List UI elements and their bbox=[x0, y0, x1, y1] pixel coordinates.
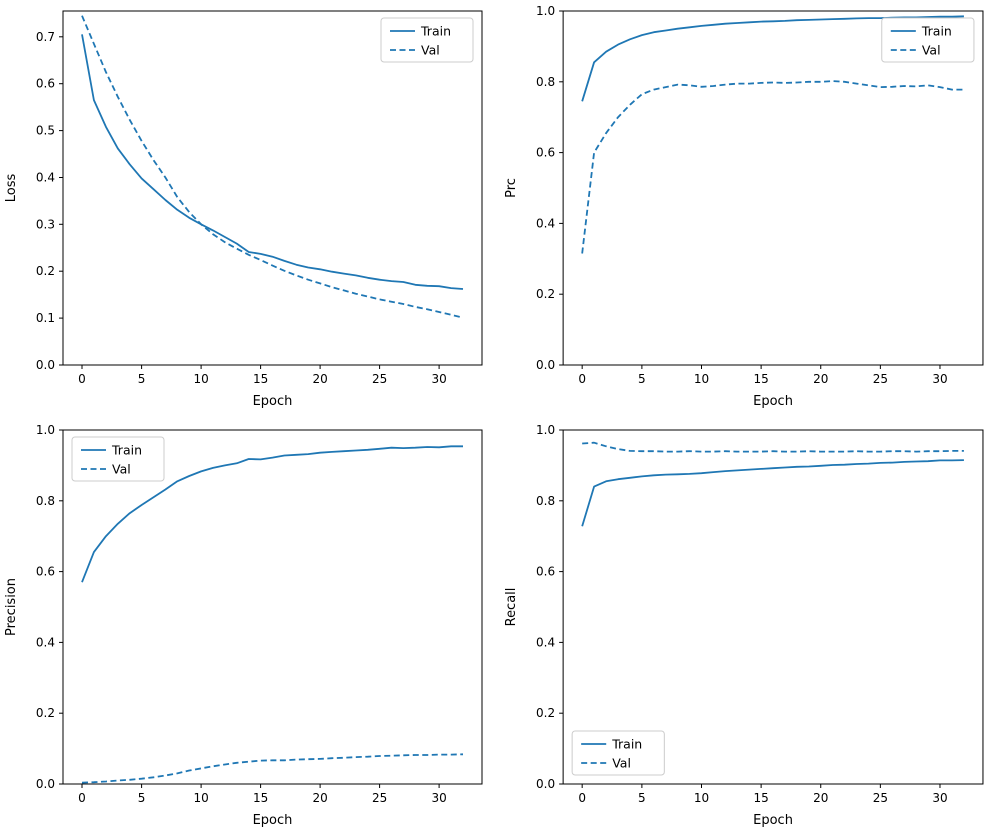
x-tick-label: 10 bbox=[694, 372, 709, 386]
y-tick-label: 1.0 bbox=[536, 4, 555, 18]
val-series-line bbox=[581, 80, 964, 254]
train-series-line bbox=[81, 445, 463, 583]
y-axis-label: Recall bbox=[504, 588, 519, 627]
val-series-line bbox=[81, 753, 464, 784]
x-tick-label: 30 bbox=[932, 372, 947, 386]
precision-subplot: 0 5 10 15 20 25 30 0.0 0.2 0.4 0.6 0.8 1.0 Epoch Preci… bbox=[4, 423, 483, 828]
recall-subplot: 0 5 10 15 20 25 30 0.0 0.2 0.4 0.6 0.8 1.0 Epoch Recal… bbox=[504, 423, 984, 828]
x-tick-label: 25 bbox=[372, 791, 387, 805]
y-tick-label: 0.5 bbox=[36, 124, 55, 138]
y-tick-label: 0.6 bbox=[536, 565, 555, 579]
y-tick-label: 0.8 bbox=[536, 494, 555, 508]
y-tick-label: 0.2 bbox=[536, 287, 555, 301]
axes-frame bbox=[62, 10, 483, 366]
axes-frame bbox=[62, 429, 483, 785]
x-tick-label: 15 bbox=[253, 791, 268, 805]
y-tick-label: 0.4 bbox=[536, 216, 555, 230]
legend-box bbox=[380, 17, 474, 63]
x-tick-label: 30 bbox=[431, 791, 446, 805]
y-tick-label: 0.0 bbox=[36, 777, 55, 791]
y-tick-label: 1.0 bbox=[36, 423, 55, 437]
x-tick-label: 5 bbox=[138, 372, 146, 386]
y-tick-label: 1.0 bbox=[536, 423, 555, 437]
x-tick-label: 20 bbox=[312, 372, 327, 386]
y-tick-label: 0.0 bbox=[536, 777, 555, 791]
x-tick-label: 20 bbox=[813, 372, 828, 386]
loss-subplot: 0 5 10 15 20 25 30 0.0 0.1 0.2 0.3 0.4 0.5 0.6 0.7 Epoc… bbox=[4, 10, 483, 409]
x-tick-label: 25 bbox=[372, 372, 387, 386]
x-tick-label: 0 bbox=[578, 372, 586, 386]
y-tick-label: 0.6 bbox=[36, 77, 55, 91]
x-tick-label: 15 bbox=[753, 791, 768, 805]
x-tick-label: 15 bbox=[253, 372, 268, 386]
legend-val-label: Val bbox=[922, 43, 941, 58]
y-tick-label: 0.8 bbox=[536, 75, 555, 89]
val-series-line bbox=[582, 441, 964, 453]
y-tick-label: 0.2 bbox=[36, 706, 55, 720]
y-tick-label: 0.0 bbox=[536, 358, 555, 372]
x-tick-label: 20 bbox=[312, 791, 327, 805]
x-axis-label: Epoch bbox=[253, 394, 293, 409]
x-tick-label: 5 bbox=[638, 791, 646, 805]
y-tick-label: 0.4 bbox=[36, 635, 55, 649]
y-axis-label: Prc bbox=[504, 178, 519, 198]
y-tick-label: 0.7 bbox=[36, 30, 55, 44]
legend-train-label: Train bbox=[420, 24, 451, 39]
legend-train-label: Train bbox=[611, 737, 642, 752]
val-series-line bbox=[81, 15, 464, 319]
x-tick-label: 10 bbox=[694, 791, 709, 805]
x-axis-label: Epoch bbox=[253, 813, 293, 828]
x-tick-label: 10 bbox=[193, 372, 208, 386]
x-tick-label: 15 bbox=[753, 372, 768, 386]
legend-box bbox=[71, 436, 165, 482]
prc-subplot: 0 5 10 15 20 25 30 0.0 0.2 0.4 0.6 0.8 1.0 Epoch Prc Tr… bbox=[504, 4, 984, 409]
x-tick-label: 25 bbox=[873, 791, 888, 805]
legend-box bbox=[571, 730, 665, 776]
x-axis-label: Epoch bbox=[753, 394, 793, 409]
y-tick-label: 0.8 bbox=[36, 494, 55, 508]
y-tick-label: 0.2 bbox=[536, 706, 555, 720]
y-tick-label: 0.1 bbox=[36, 311, 55, 325]
x-tick-label: 20 bbox=[813, 791, 828, 805]
y-tick-label: 0.6 bbox=[36, 565, 55, 579]
train-series-line bbox=[81, 34, 464, 290]
y-tick-label: 0.6 bbox=[536, 146, 555, 160]
y-axis-label: Loss bbox=[4, 174, 19, 203]
y-tick-label: 0.2 bbox=[36, 264, 55, 278]
legend-val-label: Val bbox=[421, 43, 440, 58]
x-tick-label: 10 bbox=[193, 791, 208, 805]
x-tick-label: 0 bbox=[578, 791, 586, 805]
y-tick-label: 0.4 bbox=[36, 171, 55, 185]
legend-val-label: Val bbox=[112, 462, 131, 477]
x-tick-label: 30 bbox=[932, 791, 947, 805]
y-tick-label: 0.4 bbox=[536, 635, 555, 649]
x-tick-label: 30 bbox=[431, 372, 446, 386]
train-series-line bbox=[581, 459, 964, 527]
legend-train-label: Train bbox=[921, 24, 952, 39]
legend-train-label: Train bbox=[111, 443, 142, 458]
axes-frame bbox=[562, 429, 984, 785]
x-axis-label: Epoch bbox=[753, 813, 793, 828]
y-tick-label: 0.3 bbox=[36, 217, 55, 231]
x-tick-label: 5 bbox=[138, 791, 146, 805]
y-axis-label: Precision bbox=[4, 578, 19, 636]
axes-frame bbox=[562, 10, 984, 366]
legend-val-label: Val bbox=[612, 756, 631, 771]
x-tick-label: 0 bbox=[78, 791, 86, 805]
y-tick-label: 0.0 bbox=[36, 358, 55, 372]
x-tick-label: 25 bbox=[873, 372, 888, 386]
x-tick-label: 0 bbox=[78, 372, 86, 386]
x-tick-label: 5 bbox=[638, 372, 646, 386]
legend-box bbox=[881, 17, 975, 63]
